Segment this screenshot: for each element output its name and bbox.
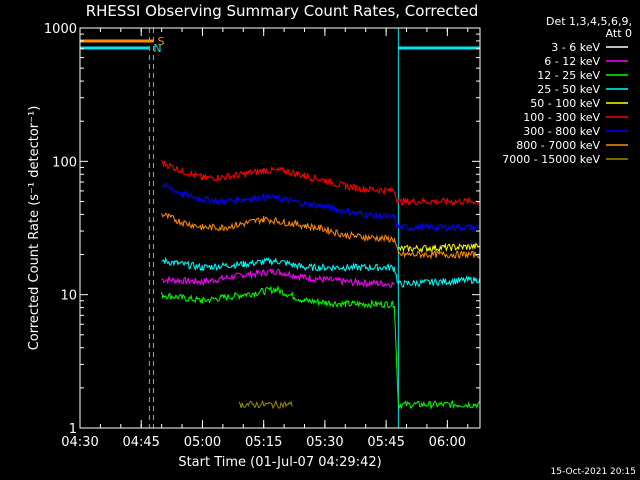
- legend-label: 25 - 50 keV: [537, 83, 600, 96]
- x-tick-label: 06:00: [429, 435, 466, 450]
- legend-label: 300 - 800 keV: [523, 125, 600, 138]
- series-line: [161, 256, 481, 288]
- series-line: [161, 182, 481, 232]
- x-tick-label: 04:45: [122, 435, 159, 450]
- series-line: [161, 212, 481, 260]
- legend-label: 3 - 6 keV: [551, 41, 600, 54]
- axes: 1 10 100 1000 04:30 04:45 05:00 05:15 05:30 05:45…: [44, 22, 481, 450]
- series-line: [398, 242, 481, 254]
- plot-frame: [79, 27, 481, 429]
- legend-label: 100 - 300 keV: [523, 111, 600, 124]
- legend-label: 800 - 7000 keV: [516, 139, 600, 152]
- series-line: [238, 399, 293, 409]
- legend-label: 7000 - 15000 keV: [502, 153, 600, 166]
- legend-label: 50 - 100 keV: [530, 97, 600, 110]
- x-tick-label: 05:30: [306, 435, 343, 450]
- chart-title: RHESSI Observing Summary Count Rates, Co…: [86, 2, 479, 20]
- flag-label: N: [153, 42, 161, 55]
- x-tick-label: 05:15: [245, 435, 282, 450]
- legend-header: Att 0: [606, 27, 632, 40]
- legend-label: 12 - 25 keV: [537, 69, 600, 82]
- y-axis-label: Corrected Count Rate (s⁻¹ detector⁻¹): [27, 106, 42, 351]
- series-line: [161, 285, 481, 410]
- series-line: [161, 160, 481, 206]
- x-tick-label: 05:00: [184, 435, 221, 450]
- x-axis-label: Start Time (01-Jul-07 04:29:42): [178, 455, 381, 470]
- plot-area: [161, 160, 481, 410]
- x-tick-label: 04:30: [61, 435, 98, 450]
- legend-header: Det 1,3,4,5,6,9,: [546, 15, 632, 28]
- y-tick-label: 10: [60, 289, 77, 304]
- x-tick-label: 05:45: [367, 435, 404, 450]
- series-line: [161, 268, 395, 288]
- legend-label: 6 - 12 keV: [544, 55, 600, 68]
- y-tick-label: 1000: [44, 22, 77, 37]
- y-tick-label: 100: [52, 155, 77, 170]
- y-tick-label: 1: [69, 422, 77, 437]
- timestamp: 15-Oct-2021 20:15: [551, 467, 636, 477]
- flag-label: S: [157, 35, 164, 48]
